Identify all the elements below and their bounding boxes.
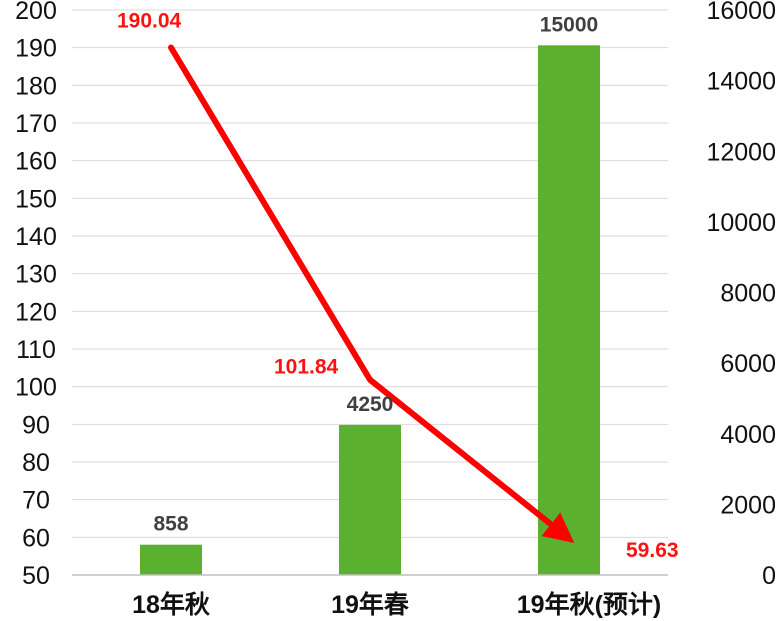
category-label: 19年春 [331, 590, 409, 619]
right-tick-label: 0 [762, 562, 776, 590]
x-axis: 18年秋 19年春 19年秋(预计) [72, 574, 668, 619]
line-series [168, 44, 575, 543]
line-data-label: 101.84 [274, 356, 339, 379]
left-tick-label: 140 [15, 223, 57, 251]
line-data-label: 59.63 [626, 539, 679, 562]
right-tick-label: 2000 [720, 491, 776, 519]
left-tick-label: 180 [15, 72, 57, 100]
left-y-axis: 50 60 70 80 90 100 110 120 130 140 150 160 170 180 190… [15, 0, 57, 590]
bar-1 [140, 544, 202, 575]
right-y-axis: 0 2000 4000 6000 8000 10000 12000 14000 16000 [706, 0, 776, 590]
left-tick-label: 100 [15, 374, 57, 402]
left-tick-label: 150 [15, 185, 57, 213]
left-tick-label: 80 [22, 449, 50, 477]
right-tick-label: 6000 [720, 350, 776, 378]
bar-data-label: 858 [153, 513, 188, 536]
right-tick-label: 10000 [706, 209, 776, 237]
left-tick-label: 190 [15, 35, 57, 63]
right-tick-label: 14000 [706, 68, 776, 96]
right-tick-label: 16000 [706, 0, 776, 25]
left-tick-label: 90 [22, 411, 50, 439]
bar-3 [538, 45, 600, 575]
left-tick-label: 60 [22, 524, 50, 552]
right-tick-label: 12000 [706, 138, 776, 166]
left-tick-label: 120 [15, 298, 57, 326]
bar-2 [339, 424, 401, 575]
left-tick-label: 50 [22, 562, 50, 590]
left-tick-label: 70 [22, 487, 50, 515]
right-tick-label: 4000 [720, 421, 776, 449]
line-data-label: 190.04 [117, 10, 182, 33]
bar-data-label: 4250 [347, 393, 394, 416]
left-tick-label: 160 [15, 148, 57, 176]
bar-data-label: 15000 [540, 13, 598, 36]
right-tick-label: 8000 [720, 280, 776, 308]
category-label: 18年秋 [132, 590, 211, 619]
left-tick-label: 110 [16, 336, 56, 364]
left-tick-label: 200 [15, 0, 57, 25]
bar-series [140, 45, 600, 575]
left-tick-label: 130 [15, 261, 57, 289]
category-label: 19年秋(预计) [517, 590, 661, 619]
left-tick-label: 170 [15, 110, 57, 138]
data-labels: 858 4250 15000 190.04 101.84 59.63 [117, 10, 679, 562]
